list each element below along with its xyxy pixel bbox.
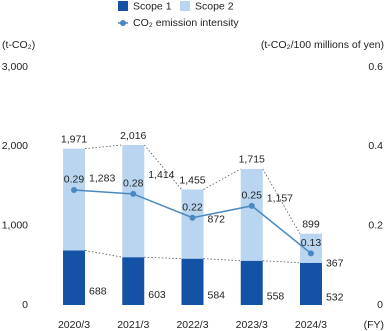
legend-swatch: [180, 1, 190, 11]
value-label: 532: [326, 292, 344, 304]
y-tick-label: 1,000: [2, 219, 28, 231]
legend-swatch: [118, 1, 128, 11]
bar-segment: [240, 168, 263, 261]
bar-segment: [122, 144, 145, 258]
intensity-label: 0.29: [64, 174, 85, 186]
bar-segment: [63, 148, 86, 251]
bar-segment: [299, 233, 322, 263]
intensity-label: 0.25: [242, 190, 263, 202]
value-label: 558: [267, 291, 285, 303]
intensity-marker: [248, 202, 255, 209]
value-label: 603: [148, 289, 166, 301]
legend-marker: [120, 20, 126, 26]
connector: [262, 260, 301, 264]
connector: [84, 144, 123, 150]
x-tick-label: 2022/3: [176, 319, 208, 331]
connector: [84, 250, 123, 258]
x-tick-label: 2021/3: [117, 319, 149, 331]
y2-tick-label: 0.2: [368, 219, 383, 231]
bar-segment: [181, 258, 204, 305]
bar-segment: [240, 260, 263, 305]
x-tick-label: 2024/3: [295, 319, 327, 331]
legend-label: Scope 2: [195, 0, 234, 12]
total-label: 1,715: [239, 154, 265, 166]
intensity-marker: [130, 190, 137, 197]
y2-tick-label: 0: [377, 299, 383, 311]
intensity-marker: [307, 250, 314, 257]
value-label: 1,414: [148, 169, 174, 181]
bar-segment: [299, 262, 322, 305]
bar-segment: [122, 257, 145, 305]
y-tick-label: 0: [22, 299, 28, 311]
value-label: 872: [208, 213, 226, 225]
connector: [203, 258, 241, 262]
total-label: 1,455: [179, 174, 205, 186]
bar-segment: [181, 189, 204, 259]
connector: [203, 168, 241, 190]
total-label: 899: [302, 218, 320, 230]
connector: [143, 144, 182, 190]
legend-label: CO₂ emission intensity: [133, 17, 239, 29]
value-label: 584: [208, 290, 226, 302]
y2-tick-label: 0.6: [368, 61, 383, 73]
total-label: 2,016: [120, 130, 146, 142]
x-tick-label: 2020/3: [58, 319, 90, 331]
intensity-label: 0.13: [301, 237, 322, 249]
bar-segment: [63, 250, 86, 305]
value-label: 1,157: [267, 193, 293, 205]
y2-axis-label: (t-CO₂/100 millions of yen): [261, 39, 384, 51]
x-tick-label: 2023/3: [236, 319, 268, 331]
y-axis-label: (t-CO₂): [2, 39, 35, 51]
y-tick-label: 3,000: [2, 61, 28, 73]
x-axis-label: (FY): [364, 319, 384, 331]
value-label: 1,283: [89, 172, 115, 184]
total-label: 1,971: [61, 133, 87, 145]
value-label: 367: [326, 257, 344, 269]
connector: [144, 256, 182, 260]
value-label: 688: [89, 285, 107, 297]
legend-label: Scope 1: [133, 0, 172, 12]
intensity-marker: [71, 186, 78, 193]
y-tick-label: 2,000: [2, 140, 28, 152]
intensity-marker: [189, 214, 196, 221]
y2-tick-label: 0.4: [368, 140, 383, 152]
intensity-label: 0.28: [123, 178, 144, 190]
intensity-label: 0.22: [182, 202, 203, 214]
